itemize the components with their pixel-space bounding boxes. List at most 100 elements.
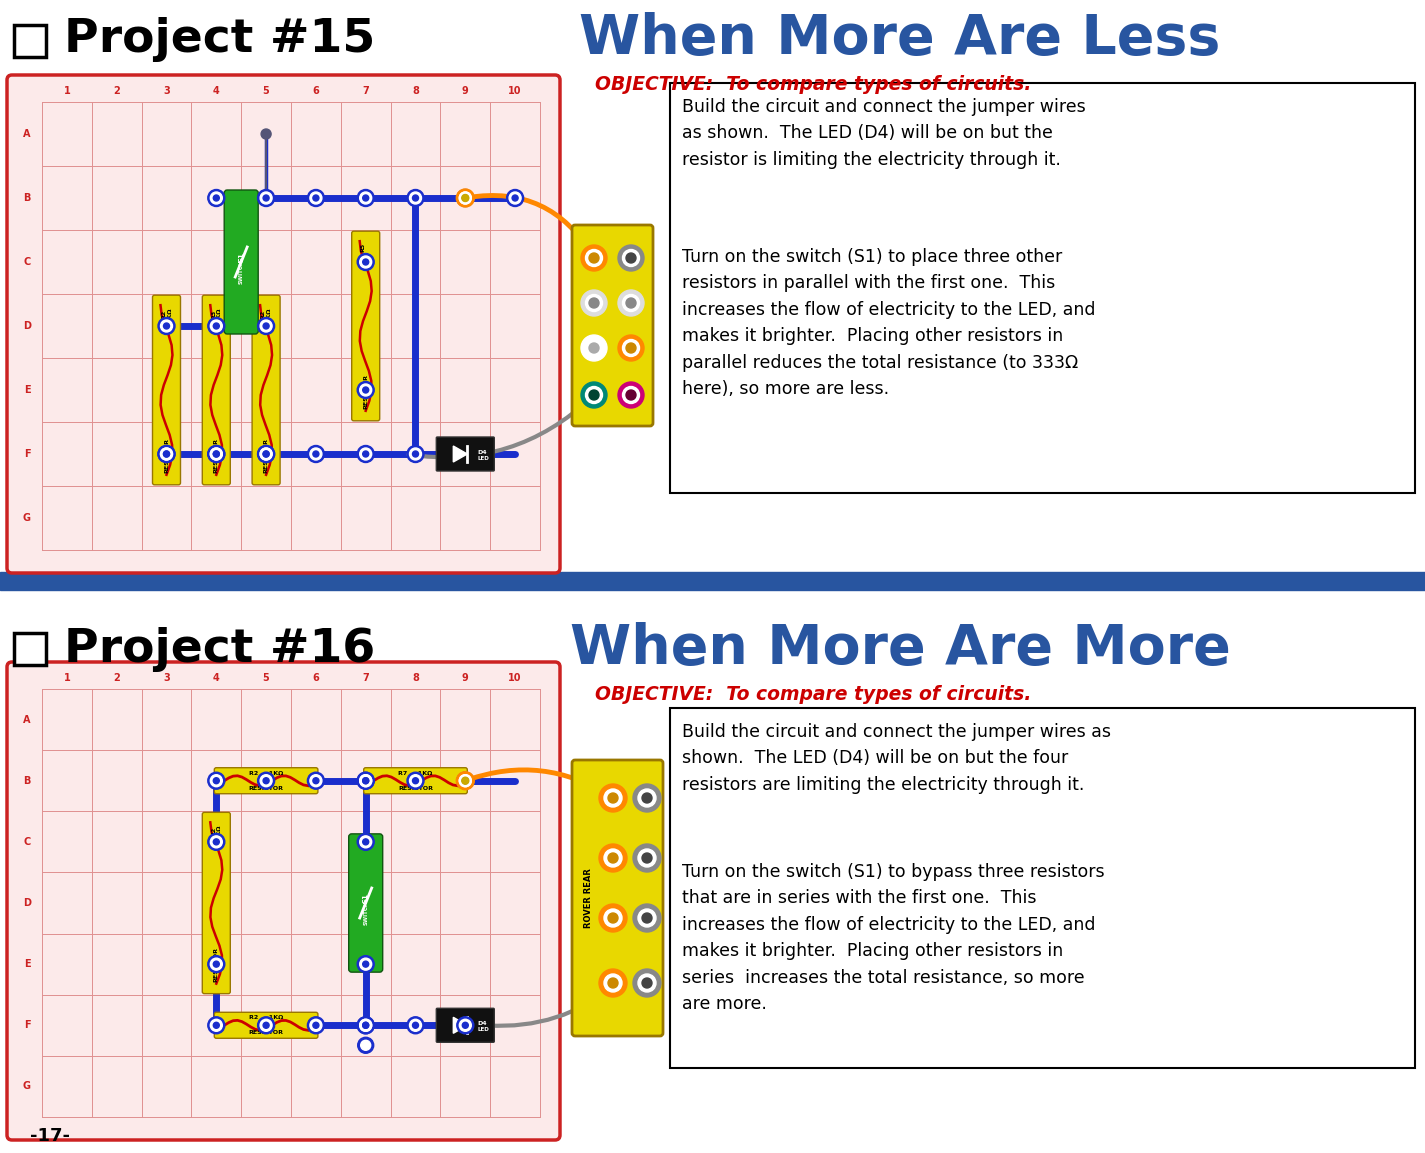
Circle shape bbox=[633, 844, 661, 872]
Text: A: A bbox=[23, 715, 31, 724]
Text: R3
1KΩ: R3 1KΩ bbox=[211, 307, 222, 322]
Circle shape bbox=[264, 451, 269, 457]
Circle shape bbox=[581, 244, 607, 271]
Circle shape bbox=[408, 1017, 425, 1034]
Circle shape bbox=[261, 129, 271, 140]
Text: 8: 8 bbox=[412, 673, 419, 683]
Text: D4: D4 bbox=[477, 1020, 487, 1026]
Circle shape bbox=[158, 317, 175, 334]
Circle shape bbox=[308, 1017, 325, 1034]
Circle shape bbox=[363, 259, 369, 265]
Text: R5: R5 bbox=[361, 243, 370, 253]
Circle shape bbox=[626, 342, 636, 353]
Circle shape bbox=[409, 1019, 422, 1031]
Text: RESISTOR: RESISTOR bbox=[248, 1031, 284, 1035]
Circle shape bbox=[604, 849, 621, 867]
FancyBboxPatch shape bbox=[224, 190, 258, 334]
Text: When More Are More: When More Are More bbox=[570, 621, 1230, 676]
Circle shape bbox=[462, 777, 469, 784]
Circle shape bbox=[309, 193, 322, 204]
Circle shape bbox=[358, 254, 375, 271]
Circle shape bbox=[626, 390, 636, 400]
Circle shape bbox=[586, 339, 603, 356]
Circle shape bbox=[412, 1023, 419, 1028]
Text: G: G bbox=[23, 513, 31, 523]
Circle shape bbox=[409, 193, 422, 204]
Circle shape bbox=[608, 978, 618, 988]
Circle shape bbox=[412, 195, 419, 201]
Circle shape bbox=[358, 1017, 375, 1034]
Circle shape bbox=[409, 449, 422, 460]
Circle shape bbox=[623, 249, 640, 266]
Circle shape bbox=[462, 195, 469, 202]
Circle shape bbox=[161, 449, 172, 460]
Text: R7     1KΩ: R7 1KΩ bbox=[399, 770, 433, 776]
Text: E: E bbox=[24, 385, 30, 395]
Text: Turn on the switch (S1) to place three other
resistors in parallel with the firs: Turn on the switch (S1) to place three o… bbox=[683, 248, 1096, 398]
Text: Build the circuit and connect the jumper wires as
shown.  The LED (D4) will be o: Build the circuit and connect the jumper… bbox=[683, 723, 1112, 793]
Circle shape bbox=[314, 1023, 319, 1028]
Circle shape bbox=[264, 1023, 269, 1028]
Text: 4: 4 bbox=[212, 673, 219, 683]
Circle shape bbox=[462, 195, 469, 201]
Circle shape bbox=[581, 382, 607, 408]
FancyBboxPatch shape bbox=[436, 437, 494, 470]
Text: 2: 2 bbox=[114, 673, 120, 683]
Circle shape bbox=[258, 317, 275, 334]
Circle shape bbox=[643, 913, 653, 924]
Circle shape bbox=[456, 771, 475, 790]
Circle shape bbox=[309, 775, 322, 786]
Text: C: C bbox=[23, 257, 30, 267]
Circle shape bbox=[211, 321, 222, 332]
Circle shape bbox=[358, 1017, 375, 1034]
FancyBboxPatch shape bbox=[571, 760, 663, 1037]
Circle shape bbox=[211, 775, 222, 786]
Text: Project #16: Project #16 bbox=[64, 626, 376, 671]
Circle shape bbox=[608, 853, 618, 862]
Circle shape bbox=[208, 317, 225, 334]
Circle shape bbox=[211, 449, 222, 460]
Circle shape bbox=[261, 1019, 272, 1031]
Circle shape bbox=[208, 189, 225, 206]
Circle shape bbox=[264, 778, 269, 784]
Text: C: C bbox=[23, 837, 30, 846]
Text: S1: S1 bbox=[363, 894, 369, 903]
Circle shape bbox=[214, 451, 219, 457]
Circle shape bbox=[459, 775, 472, 786]
Text: B: B bbox=[23, 193, 31, 203]
Text: 3: 3 bbox=[162, 86, 170, 96]
Circle shape bbox=[598, 904, 627, 932]
Circle shape bbox=[214, 839, 219, 845]
Circle shape bbox=[623, 339, 640, 356]
Circle shape bbox=[158, 445, 175, 462]
Circle shape bbox=[408, 445, 425, 462]
Circle shape bbox=[258, 1017, 275, 1034]
Circle shape bbox=[214, 1023, 219, 1028]
Text: 4: 4 bbox=[212, 86, 219, 96]
Polygon shape bbox=[453, 446, 467, 462]
Circle shape bbox=[211, 1019, 222, 1031]
Text: Turn on the switch (S1) to bypass three resistors
that are in series with the fi: Turn on the switch (S1) to bypass three … bbox=[683, 862, 1104, 1013]
Text: RESISTOR: RESISTOR bbox=[248, 785, 284, 791]
Text: Project #15: Project #15 bbox=[64, 16, 376, 61]
FancyArrowPatch shape bbox=[489, 985, 616, 1026]
Circle shape bbox=[633, 904, 661, 932]
FancyBboxPatch shape bbox=[349, 834, 383, 972]
Circle shape bbox=[309, 449, 322, 460]
FancyArrowPatch shape bbox=[467, 770, 611, 797]
Circle shape bbox=[408, 189, 425, 206]
Circle shape bbox=[359, 193, 372, 204]
Text: 7: 7 bbox=[362, 86, 369, 96]
Circle shape bbox=[638, 789, 656, 807]
Circle shape bbox=[214, 323, 219, 329]
Text: 6: 6 bbox=[312, 86, 319, 96]
Circle shape bbox=[211, 449, 222, 460]
Circle shape bbox=[164, 451, 170, 457]
Circle shape bbox=[358, 773, 375, 789]
Text: RESISTOR: RESISTOR bbox=[398, 785, 433, 791]
Text: -17-: -17- bbox=[30, 1126, 70, 1145]
Text: 5: 5 bbox=[262, 673, 269, 683]
Circle shape bbox=[604, 974, 621, 992]
Text: 6: 6 bbox=[312, 673, 319, 683]
Circle shape bbox=[507, 189, 523, 206]
